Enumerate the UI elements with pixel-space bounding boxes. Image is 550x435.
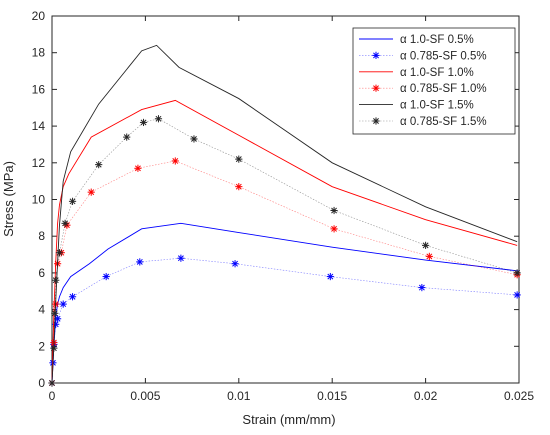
data-point bbox=[52, 276, 60, 284]
data-point bbox=[51, 309, 59, 317]
data-point bbox=[87, 188, 95, 196]
y-axis-ticks: 0 2 4 6 8 10 12 14 16 18 20 bbox=[32, 9, 519, 390]
x-axis-label: Strain (mm/mm) bbox=[242, 412, 335, 427]
legend-entry: α 1.0-SF 1.5% bbox=[359, 100, 474, 112]
legend-alpha-symbol: α bbox=[400, 67, 407, 79]
legend-series-name: 1.0-SF 0.5% bbox=[410, 34, 474, 46]
series-line bbox=[51, 44, 518, 384]
data-point bbox=[61, 219, 69, 227]
series-dotted-line bbox=[51, 257, 518, 384]
legend-series-name: 1.0-SF 1.0% bbox=[410, 67, 474, 79]
legend-label: α 0.785-SF 1.5% bbox=[400, 116, 487, 128]
data-point bbox=[235, 183, 243, 191]
data-point bbox=[422, 241, 430, 249]
series-4 bbox=[51, 44, 518, 384]
legend-marker-swatch bbox=[372, 84, 380, 92]
legend-label: α 1.0-SF 1.5% bbox=[400, 100, 474, 112]
series-5 bbox=[48, 115, 521, 387]
data-point bbox=[95, 161, 103, 169]
legend-label: α 0.785-SF 0.5% bbox=[400, 50, 487, 62]
legend-alpha-symbol: α bbox=[400, 50, 407, 62]
legend-alpha-symbol: α bbox=[400, 34, 407, 46]
y-tick-label: 18 bbox=[32, 46, 46, 60]
legend-marker-swatch bbox=[372, 117, 380, 125]
data-point bbox=[50, 344, 58, 352]
data-point bbox=[102, 272, 110, 281]
y-tick-label: 4 bbox=[38, 303, 45, 317]
legend-entry: α 0.785-SF 1.5% bbox=[359, 116, 487, 128]
legend-entry: α 0.785-SF 1.0% bbox=[359, 83, 487, 95]
y-tick-label: 10 bbox=[32, 193, 46, 207]
data-point bbox=[190, 135, 198, 143]
data-point bbox=[177, 254, 185, 262]
legend-entry: α 0.785-SF 0.5% bbox=[359, 50, 487, 62]
data-point bbox=[68, 197, 77, 205]
data-point bbox=[139, 118, 148, 127]
legend-entry: α 1.0-SF 0.5% bbox=[359, 34, 474, 46]
legend: α 1.0-SF 0.5%α 0.785-SF 0.5%α 1.0-SF 1.0… bbox=[352, 27, 516, 135]
data-point bbox=[513, 269, 521, 277]
legend-series-name: 0.785-SF 1.0% bbox=[410, 83, 487, 95]
series-2 bbox=[51, 99, 518, 384]
legend-series-name: 0.785-SF 1.5% bbox=[410, 116, 487, 128]
series-0 bbox=[51, 222, 520, 384]
legend-marker-swatch bbox=[372, 51, 380, 59]
data-point bbox=[330, 225, 338, 233]
data-point bbox=[136, 258, 144, 266]
legend-label: α 1.0-SF 0.5% bbox=[400, 34, 474, 46]
y-axis-label: Stress (MPa) bbox=[1, 161, 16, 237]
y-tick-label: 14 bbox=[32, 119, 46, 133]
y-tick-label: 12 bbox=[32, 156, 46, 170]
legend-alpha-symbol: α bbox=[400, 100, 407, 112]
data-point bbox=[134, 164, 142, 172]
x-tick-label: 0.005 bbox=[130, 389, 160, 403]
legend-series-name: 1.0-SF 1.5% bbox=[410, 100, 474, 112]
legend-label: α 0.785-SF 1.0% bbox=[400, 83, 487, 95]
data-point bbox=[235, 155, 243, 163]
x-axis-ticks: 0 0.005 0.01 0.015 0.02 0.025 bbox=[49, 16, 534, 403]
data-point bbox=[231, 260, 239, 268]
y-tick-label: 0 bbox=[38, 376, 45, 390]
data-point bbox=[171, 157, 179, 165]
data-point bbox=[123, 133, 131, 141]
x-tick-label: 0.025 bbox=[504, 389, 534, 403]
y-tick-label: 16 bbox=[32, 82, 46, 96]
data-point bbox=[425, 252, 433, 260]
x-tick-label: 0.02 bbox=[414, 389, 438, 403]
data-point bbox=[68, 293, 77, 301]
data-point bbox=[54, 315, 62, 323]
y-tick-label: 8 bbox=[38, 229, 45, 243]
series-line bbox=[51, 99, 518, 384]
data-point bbox=[48, 379, 56, 387]
data-point bbox=[59, 300, 67, 308]
data-point bbox=[326, 272, 334, 281]
legend-box bbox=[352, 27, 516, 135]
series-layer bbox=[48, 44, 521, 387]
data-point bbox=[55, 249, 64, 257]
x-tick-label: 0.015 bbox=[317, 389, 347, 403]
legend-series-name: 0.785-SF 0.5% bbox=[410, 50, 487, 62]
data-point bbox=[330, 206, 338, 215]
data-point bbox=[513, 291, 521, 299]
y-tick-label: 2 bbox=[38, 339, 45, 353]
y-tick-label: 20 bbox=[32, 9, 46, 23]
data-point bbox=[154, 115, 163, 123]
legend-label: α 1.0-SF 1.0% bbox=[400, 67, 474, 79]
legend-alpha-symbol: α bbox=[400, 83, 407, 95]
y-tick-label: 6 bbox=[38, 266, 45, 280]
legend-alpha-symbol: α bbox=[400, 116, 407, 128]
data-point bbox=[418, 283, 426, 292]
x-tick-label: 0 bbox=[49, 389, 56, 403]
series-line bbox=[51, 222, 520, 384]
x-tick-label: 0.01 bbox=[227, 389, 251, 403]
legend-entry: α 1.0-SF 1.0% bbox=[359, 67, 474, 79]
